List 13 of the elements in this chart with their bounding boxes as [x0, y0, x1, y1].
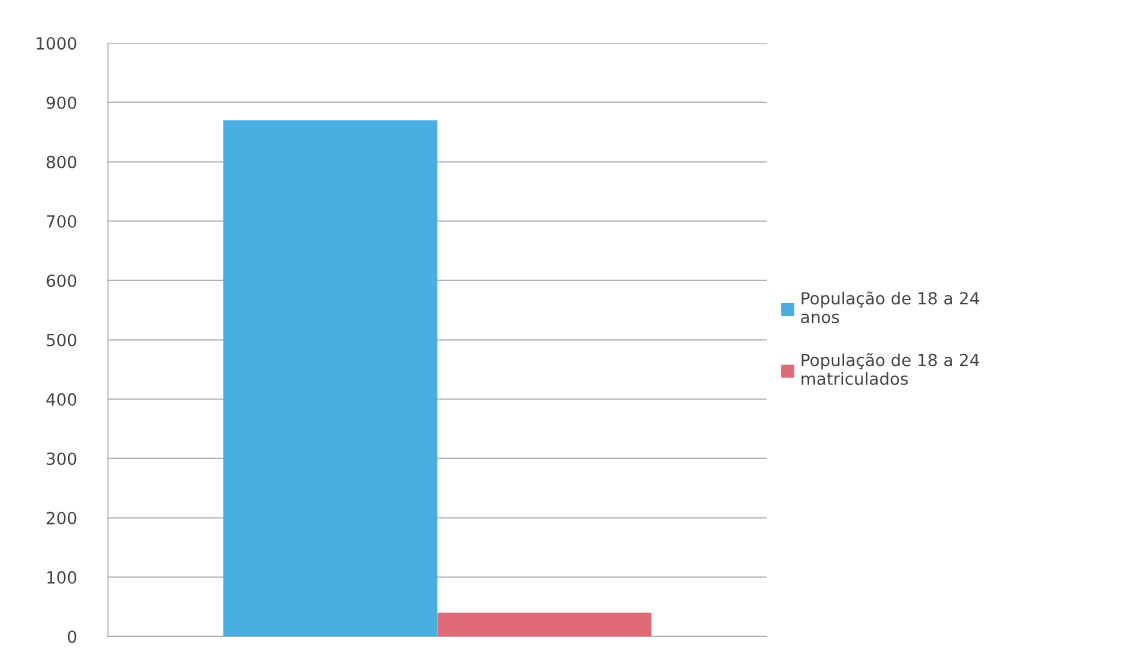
- y-tick-label: 500: [46, 333, 77, 347]
- y-tick-label: 600: [46, 274, 77, 288]
- y-tick-label: 900: [46, 96, 77, 109]
- y-tick-label: 1000: [36, 37, 77, 50]
- y-tick-label: 100: [47, 571, 77, 584]
- y-tick-label: 700: [46, 215, 77, 228]
- y-tick-label: 0: [67, 630, 77, 644]
- y-tick-label: 800: [46, 155, 77, 169]
- y-tick-label: 300: [46, 452, 77, 466]
- legend-label: População de 18 a 24 matriculados: [801, 353, 980, 385]
- y-tick-label: 200: [46, 511, 77, 525]
- legend-label: População de 18 a 24 anos: [801, 291, 980, 324]
- y-tick-label: 400: [46, 393, 77, 406]
